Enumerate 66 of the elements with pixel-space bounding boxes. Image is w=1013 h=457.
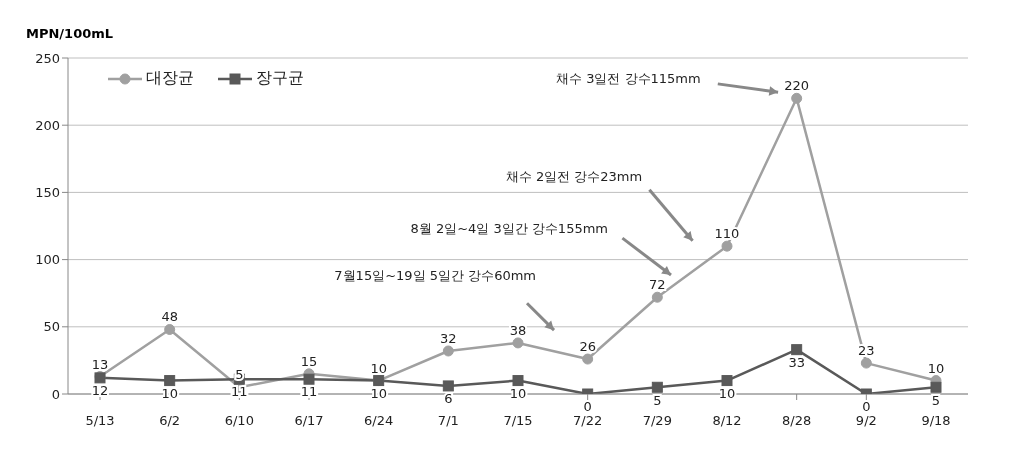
y-tick-label: 250 <box>35 50 60 66</box>
data-label: 11 <box>300 384 318 400</box>
x-tick-label: 8/12 <box>712 413 742 429</box>
point <box>582 353 594 365</box>
data-label: 12 <box>91 383 109 399</box>
data-label: 33 <box>788 354 805 370</box>
data-label: 32 <box>440 330 457 346</box>
x-tick-label: 5/13 <box>85 413 115 429</box>
x-tick-label: 9/2 <box>855 413 877 429</box>
y-tick-label: 0 <box>51 386 60 402</box>
data-label: 10 <box>927 360 945 376</box>
legend-label: 장구균 <box>256 68 304 89</box>
point <box>164 323 176 335</box>
data-label: 10 <box>718 385 736 401</box>
point <box>164 375 176 387</box>
data-label: 10 <box>509 385 527 401</box>
data-label: 0 <box>583 399 592 415</box>
point <box>860 357 872 369</box>
data-label: 10 <box>370 360 387 376</box>
x-tick-label: 7/22 <box>573 413 603 429</box>
x-tick-label: 6/10 <box>224 413 254 429</box>
annotation: 8월 2일~4일 3일간 강수155mm <box>410 220 608 236</box>
data-label: 110 <box>714 226 740 242</box>
x-tick-label: 6/17 <box>294 413 324 429</box>
y-tick-label: 100 <box>35 252 60 268</box>
data-label: 72 <box>649 277 666 293</box>
data-label: 10 <box>370 385 387 401</box>
point <box>721 375 733 387</box>
point <box>791 92 803 104</box>
x-tick-label: 8/28 <box>782 413 812 429</box>
point <box>721 240 733 252</box>
data-label: 48 <box>161 309 178 325</box>
legend-label: 대장균 <box>146 68 194 89</box>
point <box>651 291 663 303</box>
data-label: 23 <box>858 343 875 359</box>
data-label: 38 <box>509 322 527 338</box>
point <box>442 380 454 392</box>
data-label: 6 <box>444 391 453 407</box>
x-tick-label: 7/1 <box>437 413 459 429</box>
y-tick-label: 150 <box>35 185 60 201</box>
point <box>512 337 524 349</box>
data-label: 5 <box>931 392 941 408</box>
data-label: 0 <box>862 399 871 415</box>
annotation: 7월15일~19일 5일간 강수60mm <box>334 267 536 283</box>
point <box>791 344 803 356</box>
y-tick-label: 200 <box>35 117 60 133</box>
point <box>442 345 454 357</box>
x-tick-label: 7/29 <box>642 413 672 429</box>
x-tick-label: 7/15 <box>503 413 533 429</box>
x-tick-label: 9/18 <box>921 413 951 429</box>
point <box>512 375 524 387</box>
data-label: 10 <box>161 385 178 401</box>
data-label: 220 <box>784 78 810 94</box>
y-tick-label: 50 <box>43 319 60 335</box>
point <box>930 381 942 393</box>
x-tick-label: 6/24 <box>364 413 394 429</box>
x-tick-label: 6/2 <box>159 413 181 429</box>
data-label: 15 <box>300 353 318 369</box>
point <box>651 381 663 393</box>
data-label: 5 <box>653 392 662 408</box>
data-label: 13 <box>91 356 109 372</box>
point <box>303 373 315 385</box>
data-label: 26 <box>579 339 596 355</box>
annotation: 채수 2일전 강수23mm <box>505 168 643 184</box>
y-axis-title: MPN/100mL <box>26 26 114 41</box>
annotation: 채수 3일전 강수115mm <box>556 71 701 87</box>
